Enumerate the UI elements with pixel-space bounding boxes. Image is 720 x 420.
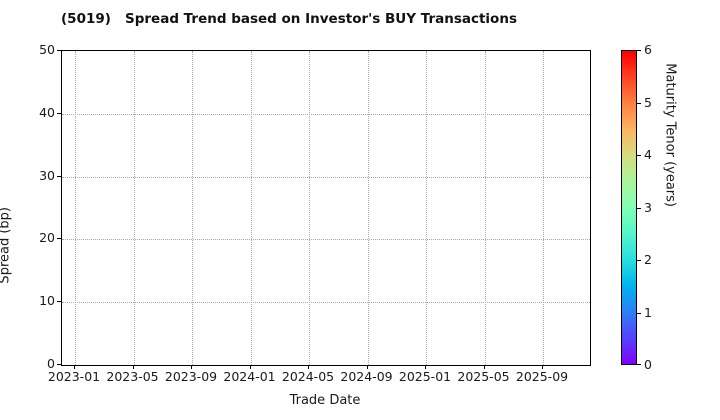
y-tick-label: 0	[47, 356, 55, 371]
x-tick-label: 2025-05	[457, 369, 510, 384]
colorbar-tick-mark	[637, 50, 641, 51]
gridline-vertical	[75, 51, 76, 365]
gridline-vertical	[426, 51, 427, 365]
x-tick-mark	[132, 365, 134, 369]
gridline-vertical	[192, 51, 193, 365]
gridline-vertical	[250, 51, 252, 365]
y-tick-label: 30	[39, 167, 55, 183]
x-tick-mark	[542, 365, 543, 369]
y-tick-label: 40	[39, 104, 55, 120]
colorbar-tick-mark	[637, 312, 641, 314]
chart-title: (5019) Spread Trend based on Investor's …	[61, 11, 517, 27]
y-tick-mark	[57, 112, 61, 114]
colorbar-tick-label: 5	[644, 94, 652, 110]
colorbar-tick-label: 6	[644, 42, 652, 57]
colorbar-tick-label: 2	[644, 252, 652, 267]
x-tick-label: 2025-09	[515, 369, 569, 384]
x-tick-mark	[191, 365, 192, 369]
gridline-horizontal	[62, 176, 590, 178]
gridline-vertical	[367, 51, 369, 365]
x-tick-label: 2025-01	[398, 369, 452, 384]
colorbar-tick-mark	[637, 102, 641, 104]
y-tick-mark	[57, 175, 61, 177]
colorbar-tick-label: 4	[644, 147, 652, 162]
x-tick-label: 2023-05	[106, 369, 159, 384]
y-tick-mark	[57, 364, 61, 365]
plot-area	[61, 50, 591, 366]
x-tick-mark	[425, 365, 426, 369]
colorbar-tick-label: 1	[644, 304, 652, 320]
y-tick-label: 10	[39, 293, 55, 309]
colorbar-tick-mark	[637, 364, 641, 365]
colorbar-tick-label: 3	[644, 199, 652, 215]
gridline-vertical	[484, 51, 486, 365]
colorbar-tick-mark	[637, 260, 641, 261]
colorbar-tick-mark	[637, 207, 641, 209]
y-tick-mark	[57, 301, 61, 303]
gridline-horizontal	[62, 239, 590, 241]
y-tick-label: 20	[39, 230, 55, 246]
x-tick-mark	[483, 365, 485, 369]
gridline-horizontal	[62, 302, 590, 304]
x-tick-label: 2024-01	[223, 369, 276, 384]
x-axis-label: Trade Date	[289, 393, 361, 408]
y-tick-label: 50	[39, 42, 55, 57]
gridline-vertical	[309, 51, 310, 365]
x-tick-label: 2023-01	[47, 369, 101, 384]
x-tick-label: 2024-09	[340, 369, 393, 384]
colorbar-tick-mark	[637, 155, 641, 156]
x-tick-mark	[308, 365, 309, 369]
colorbar-tick-label: 0	[644, 357, 652, 372]
x-tick-mark	[74, 365, 75, 369]
x-tick-mark	[249, 365, 251, 369]
gridline-horizontal	[62, 113, 590, 115]
x-tick-mark	[366, 365, 368, 369]
x-tick-label: 2023-09	[164, 369, 218, 384]
gridline-vertical	[543, 51, 544, 365]
colorbar-gradient	[621, 50, 637, 365]
y-tick-mark	[57, 50, 61, 51]
y-tick-mark	[57, 238, 61, 240]
x-tick-label: 2024-05	[281, 369, 335, 384]
gridline-vertical	[133, 51, 135, 365]
